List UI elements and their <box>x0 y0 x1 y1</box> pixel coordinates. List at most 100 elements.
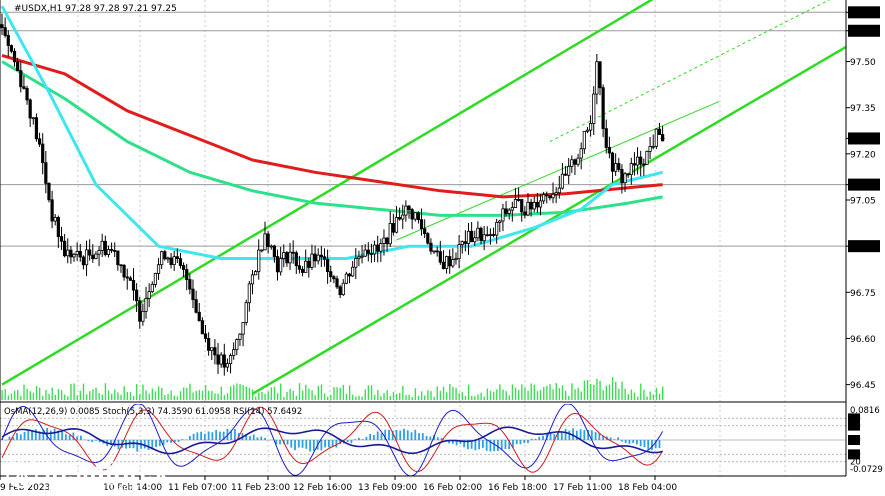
osma-bar <box>346 440 349 443</box>
candle-body <box>620 169 624 184</box>
volume-bar <box>114 389 116 400</box>
osma-bar <box>98 440 101 443</box>
volume-bar <box>455 388 457 400</box>
volume-bar <box>51 387 53 400</box>
candle-body <box>91 254 95 260</box>
volume-bar <box>245 386 248 400</box>
volume-bar <box>414 388 417 400</box>
osma-bar <box>320 440 323 451</box>
candle-body <box>297 265 302 270</box>
candle-body <box>97 250 101 255</box>
candle-body <box>401 214 405 220</box>
volume-bar <box>110 393 113 400</box>
candle-body <box>285 252 289 264</box>
volume-bar <box>652 394 655 400</box>
moving-average-line <box>1 60 663 217</box>
osma-bar <box>455 440 458 446</box>
osma-bar <box>23 431 26 440</box>
candle-body <box>617 163 621 170</box>
candle-body <box>366 249 370 254</box>
candle-body <box>338 286 342 296</box>
osma-bar <box>76 436 79 440</box>
volume-bar <box>236 383 238 400</box>
osma-bar <box>466 440 469 450</box>
osma-bar <box>579 429 582 440</box>
volume-bar <box>586 380 589 400</box>
volume-bar <box>182 387 185 400</box>
osma-bar <box>297 440 300 448</box>
volume-bar <box>70 383 72 400</box>
candle-body <box>441 261 446 269</box>
volume-bar <box>577 387 579 400</box>
volume-bar <box>79 390 82 400</box>
volume-bar <box>348 385 351 400</box>
candle-body <box>250 274 255 285</box>
volume-bar <box>73 383 75 400</box>
volume-bar <box>42 395 44 400</box>
osma-bar <box>16 433 18 440</box>
osma-bar <box>418 433 420 440</box>
osma-bar <box>485 440 488 451</box>
candle-body <box>253 271 258 276</box>
candle-body <box>244 302 248 323</box>
candle-body <box>573 159 577 165</box>
candle-body <box>570 159 574 167</box>
candle-body <box>122 264 126 278</box>
candle-body <box>22 86 26 89</box>
volume-bar <box>251 389 254 400</box>
candle-body <box>59 236 64 242</box>
osma-bar <box>264 437 266 440</box>
osma-bar <box>234 429 236 440</box>
osma-bar <box>147 440 150 450</box>
candle-body <box>448 256 452 267</box>
candle-body <box>382 237 386 244</box>
volume-bar <box>596 378 598 400</box>
volume-bar <box>608 384 611 400</box>
osma-bar <box>181 439 184 440</box>
candle-body <box>454 258 458 261</box>
time-label: 11 Feb 07:00 <box>168 483 227 493</box>
osma-bar <box>388 429 390 440</box>
candle-body <box>661 134 665 142</box>
volume-bar <box>527 390 529 400</box>
moving-averages <box>0 5 663 260</box>
volume-bar <box>327 396 329 400</box>
volume-bar <box>514 387 517 400</box>
volume-bar <box>336 387 338 400</box>
osma-bar <box>61 430 64 440</box>
candle-body <box>300 268 305 273</box>
candle-body <box>185 269 189 280</box>
volume-bar <box>555 383 557 400</box>
volume-bar <box>502 389 504 400</box>
candle-body <box>592 93 596 124</box>
osma-bar <box>643 440 646 448</box>
osma-bar <box>256 437 259 440</box>
volume-bar <box>505 391 507 400</box>
candle-body <box>470 230 474 243</box>
time-axis: 9 Feb 2023 10 Feb 14:00 11 Feb 07:00 11 Feb… <box>0 476 677 493</box>
osma-bar <box>421 433 424 440</box>
candle-body <box>639 156 643 165</box>
volume-bar <box>611 377 614 400</box>
volume-bar <box>286 391 288 400</box>
volume-bar <box>45 390 47 400</box>
osma-bar <box>530 438 533 440</box>
volume-bar <box>60 390 63 400</box>
volume-bar <box>311 390 313 400</box>
candle-body <box>47 182 51 201</box>
osma-bar <box>42 429 45 440</box>
volume-bar <box>373 394 376 400</box>
osma-bar <box>286 440 289 445</box>
candle-body <box>238 333 242 340</box>
candle-body <box>410 209 414 220</box>
candle-body <box>78 250 82 258</box>
osma-bar <box>162 440 165 446</box>
osma-bar <box>564 428 567 440</box>
osma-bar <box>327 440 330 448</box>
indicator-pane <box>0 404 846 476</box>
candle-body <box>642 163 646 166</box>
volume-bar <box>85 394 88 400</box>
volume-bar <box>474 396 476 400</box>
osma-bar <box>252 434 255 440</box>
